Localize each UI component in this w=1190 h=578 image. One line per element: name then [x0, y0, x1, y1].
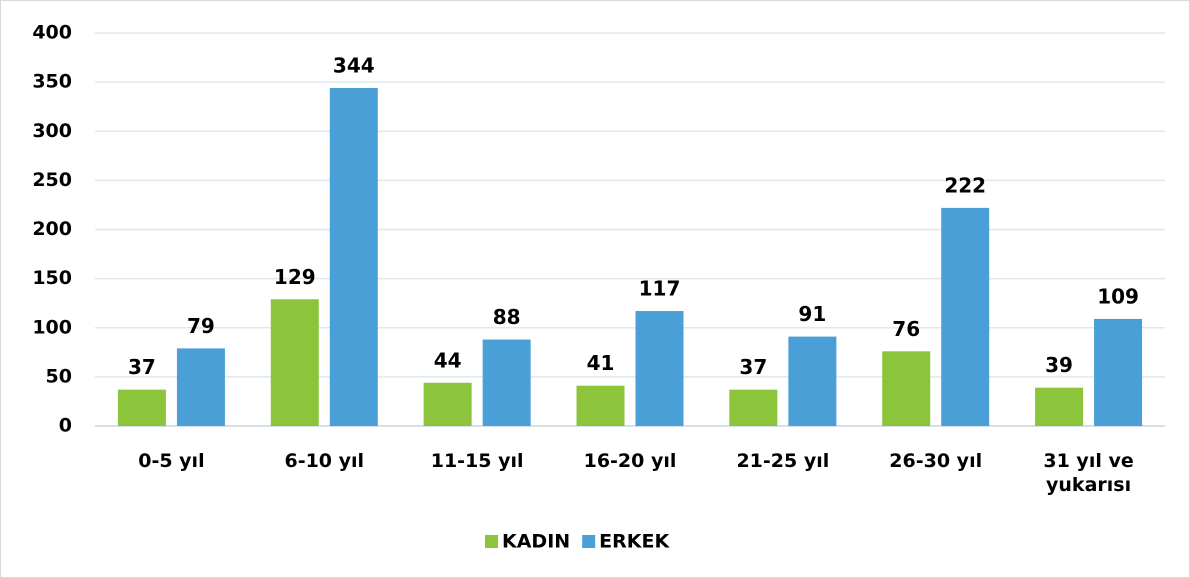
- x-tick-label: 21-25 yıl: [736, 450, 830, 472]
- y-tick-label: 100: [32, 316, 72, 338]
- bar: [482, 339, 531, 426]
- bar: [788, 336, 837, 426]
- bar: [576, 385, 625, 426]
- data-label: 39: [1045, 353, 1073, 377]
- y-tick-label: 200: [32, 218, 72, 240]
- data-label: 41: [587, 351, 615, 375]
- bar: [882, 351, 931, 426]
- bar: [270, 299, 319, 426]
- bar: [635, 311, 684, 426]
- y-tick-label: 250: [32, 169, 72, 191]
- bar: [1094, 318, 1143, 426]
- data-label: 37: [739, 355, 767, 379]
- data-label: 91: [798, 302, 826, 326]
- data-label: 44: [434, 348, 462, 372]
- legend-label: KADIN: [502, 531, 570, 553]
- data-label: 37: [128, 355, 156, 379]
- data-label: 79: [187, 314, 215, 338]
- data-label: 76: [892, 317, 920, 341]
- data-label: 109: [1097, 284, 1139, 308]
- y-tick-label: 50: [46, 365, 72, 387]
- y-tick-label: 400: [32, 22, 72, 44]
- y-tick-label: 0: [59, 415, 72, 437]
- bar: [423, 382, 472, 426]
- x-tick-label: 31 yıl ve yukarısı: [1043, 450, 1134, 496]
- bar: [941, 207, 990, 426]
- y-tick-label: 150: [32, 267, 72, 289]
- y-tick-label: 300: [32, 120, 72, 142]
- x-tick-label: 6-10 yıl: [284, 450, 365, 472]
- legend-swatch: [582, 535, 596, 548]
- bar: [729, 389, 778, 426]
- x-tick-label: 26-30 yıl: [889, 450, 983, 472]
- x-tick-label: 16-20 yıl: [583, 450, 677, 472]
- data-label: 117: [639, 277, 681, 301]
- x-tick-label: 11-15 yıl: [430, 450, 524, 472]
- legend-label: ERKEK: [599, 531, 670, 553]
- data-label: 222: [944, 173, 986, 197]
- data-label: 88: [493, 305, 521, 329]
- bar: [1035, 387, 1084, 426]
- bar: [117, 389, 166, 426]
- x-tick-label: 0-5 yıl: [138, 450, 205, 472]
- bar: [329, 88, 378, 427]
- bar: [176, 348, 225, 426]
- y-tick-label: 350: [32, 71, 72, 93]
- data-label: 344: [333, 54, 375, 78]
- data-label: 129: [274, 265, 316, 289]
- legend-swatch: [485, 535, 498, 548]
